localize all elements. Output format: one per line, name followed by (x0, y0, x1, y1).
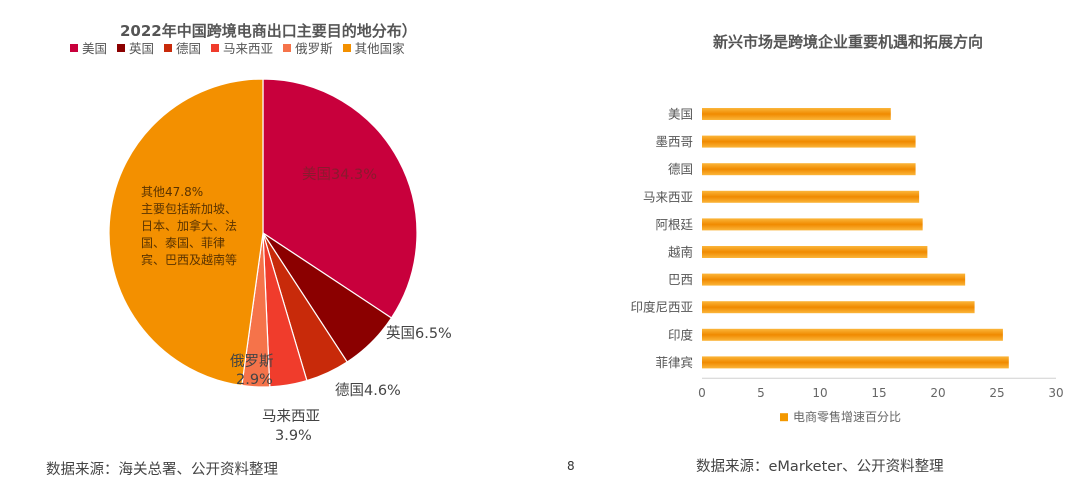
pie-slice-label: 其他47.8%主要包括新加坡、日本、加拿大、法国、泰国、菲律宾、巴西及越南等 (141, 185, 237, 267)
x-tick-label: 30 (1048, 386, 1063, 400)
pie-legend-swatch (342, 43, 351, 52)
pie-source-note: 数据来源：海关总署、公开资料整理 (46, 462, 278, 478)
pie-legend-item: 德国 (164, 38, 201, 57)
bar-category-label: 菲律宾 (655, 355, 693, 370)
x-tick-label: 20 (930, 386, 945, 400)
pie-legend-label: 美国 (82, 41, 108, 56)
bar (702, 218, 923, 231)
pie-chart: 美国34.3% 英国6.5% 德国4.6% 马来西亚 3.9% 俄罗斯 2.9% 其他47.8… (108, 78, 452, 444)
bar-category-label: 墨西哥 (655, 134, 693, 149)
bar (702, 190, 920, 203)
pie-slice-label: 美国34.3% (302, 166, 377, 183)
pie-chart-title: 2022年中国跨境电商出口主要目的地分布） (120, 22, 417, 40)
bar-chart-panel: 新兴市场是跨境企业重要机遇和拓展方向 美国墨西哥德国马来西亚阿根廷越南巴西印度尼… (540, 0, 1080, 481)
pie-legend-label: 马来西亚 (223, 41, 274, 56)
bar (702, 273, 966, 286)
pie-legend-swatch (283, 43, 292, 52)
pie-legend: 美国 英国 德国 马来西亚 俄罗斯 其他国家 (70, 38, 415, 57)
bar (702, 301, 975, 314)
pie-legend-swatch (117, 43, 126, 52)
bar-category-label: 印度尼西亚 (630, 300, 693, 315)
bar-category-label: 德国 (668, 162, 693, 177)
pie-legend-item: 俄罗斯 (283, 38, 333, 57)
bar (702, 135, 916, 148)
pie-chart-panel: 2022年中国跨境电商出口主要目的地分布） 美国 英国 德国 马来西亚 俄罗斯 其他国家 … (46, 22, 452, 478)
x-tick-label: 10 (812, 386, 827, 400)
pie-slice (108, 78, 264, 387)
bar-category-label: 马来西亚 (643, 189, 693, 204)
pie-legend-label: 俄罗斯 (295, 41, 333, 56)
bar (702, 356, 1009, 369)
pie-legend-item: 美国 (70, 38, 107, 57)
pie-legend-swatch (164, 43, 173, 52)
pie-legend-label: 英国 (129, 41, 155, 56)
bar-legend-swatch (780, 413, 788, 422)
bar-category-label: 阿根廷 (655, 217, 693, 232)
x-tick-label: 5 (757, 386, 765, 400)
bar-category-label: 越南 (668, 245, 693, 260)
pie-slice-label: 德国4.6% (335, 382, 401, 399)
page-number: 8 (567, 459, 575, 473)
pie-legend-swatch (211, 43, 220, 52)
bar (702, 328, 1003, 341)
bar (702, 163, 916, 176)
bar-category-label: 印度 (668, 327, 694, 342)
bar-category-label: 巴西 (668, 272, 693, 287)
x-tick-label: 15 (871, 386, 886, 400)
x-tick-label: 25 (989, 386, 1004, 400)
bar-category-label: 美国 (668, 107, 693, 122)
bar-legend-label: 电商零售增速百分比 (793, 409, 901, 424)
bar (702, 246, 928, 258)
x-tick-label: 0 (698, 386, 706, 400)
pie-legend-label: 德国 (176, 41, 202, 56)
pie-legend-swatch (70, 43, 78, 52)
pie-slice-label: 马来西亚 3.9% (262, 408, 320, 444)
bar-chart-title: 新兴市场是跨境企业重要机遇和拓展方向 (713, 33, 984, 51)
pie-slice-label: 英国6.5% (386, 324, 452, 342)
bar-source-note: 数据来源：eMarketer、公开资料整理 (696, 459, 944, 475)
pie-slice-label: 俄罗斯 2.9% (230, 353, 274, 388)
pie-legend-label: 其他国家 (354, 41, 405, 56)
pie-legend-item: 其他国家 (342, 38, 405, 57)
pie-legend-item: 马来西亚 (211, 38, 273, 57)
pie-legend-item: 英国 (117, 38, 154, 57)
bar (702, 108, 891, 120)
